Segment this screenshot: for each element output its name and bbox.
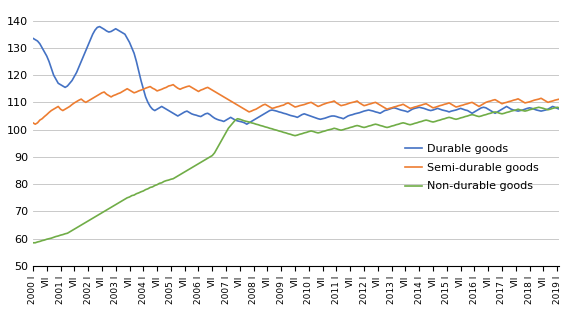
Durable goods: [211, 116, 218, 120]
Durable goods: [556, 107, 563, 111]
Non-durable goods: [535, 105, 542, 109]
Semi-durable goods: [170, 83, 176, 86]
Durable goods: [462, 108, 469, 112]
Non-durable goods: [446, 115, 452, 119]
Semi-durable goods: [129, 90, 135, 93]
Line: Semi-durable goods: Semi-durable goods: [33, 85, 559, 124]
Semi-durable goods: [434, 104, 441, 108]
Non-durable goods: [126, 195, 133, 199]
Non-durable goods: [556, 106, 563, 110]
Durable goods: [244, 122, 250, 126]
Semi-durable goods: [450, 104, 457, 108]
Semi-durable goods: [213, 91, 220, 95]
Durable goods: [129, 46, 135, 50]
Durable goods: [30, 36, 36, 40]
Semi-durable goods: [522, 101, 529, 105]
Line: Durable goods: Durable goods: [33, 26, 559, 124]
Legend: Durable goods, Semi-durable goods, Non-durable goods: Durable goods, Semi-durable goods, Non-d…: [401, 139, 543, 196]
Durable goods: [522, 107, 529, 111]
Non-durable goods: [457, 116, 464, 120]
Non-durable goods: [517, 108, 524, 112]
Durable goods: [434, 106, 441, 110]
Non-durable goods: [554, 105, 560, 109]
Semi-durable goods: [32, 122, 39, 126]
Durable goods: [450, 109, 457, 112]
Semi-durable goods: [556, 97, 563, 101]
Semi-durable goods: [30, 121, 36, 125]
Semi-durable goods: [462, 102, 469, 106]
Non-durable goods: [30, 241, 36, 245]
Non-durable goods: [209, 154, 216, 157]
Line: Non-durable goods: Non-durable goods: [33, 107, 559, 243]
Durable goods: [96, 25, 103, 28]
